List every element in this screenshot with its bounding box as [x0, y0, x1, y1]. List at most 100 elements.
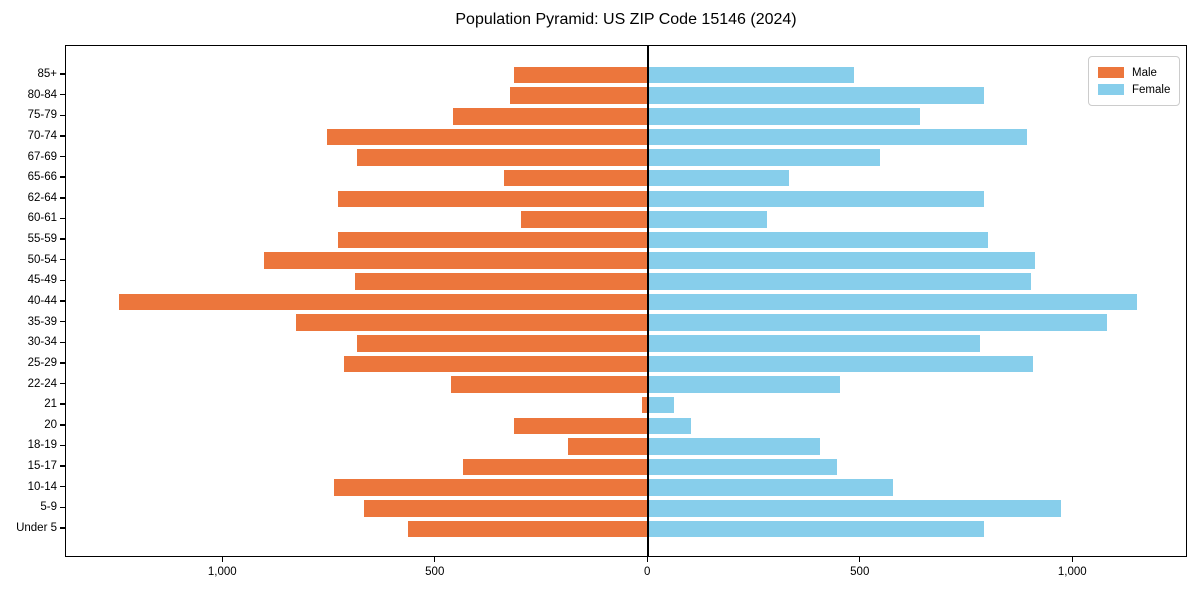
bar-male-45-49: [355, 273, 649, 290]
bar-male-10-14: [333, 479, 649, 496]
bar-male-25-29: [344, 355, 649, 373]
bar-female-under-5: [648, 520, 984, 538]
bar-male-22-24: [450, 376, 649, 393]
y-tick-mark: [60, 424, 65, 426]
y-tick-label: 40-44: [27, 295, 57, 307]
legend-label-male: Male: [1132, 66, 1157, 79]
bar-female-18-19: [648, 438, 821, 455]
y-tick-mark: [60, 217, 65, 220]
bar-female-15-17: [648, 458, 838, 476]
x-tick-mark: [646, 557, 648, 562]
bar-male-40-44: [119, 293, 649, 311]
bar-female-20: [648, 417, 691, 435]
x-tick-label: 0: [644, 566, 651, 578]
bar-male-62-64: [338, 190, 649, 208]
bar-male-20: [514, 417, 649, 435]
y-tick-label: 62-64: [27, 191, 57, 204]
y-tick-mark: [60, 259, 65, 261]
y-tick-mark: [60, 506, 65, 509]
y-tick-label: 85+: [37, 68, 57, 80]
y-tick-label: 60-61: [27, 212, 57, 225]
y-tick-label: 80-84: [27, 88, 57, 101]
female-swatch-icon: [1098, 84, 1124, 95]
y-tick-mark: [60, 93, 65, 96]
y-tick-mark: [60, 176, 65, 178]
bar-male-50-54: [263, 252, 649, 269]
y-tick-mark: [60, 403, 65, 405]
y-tick-label: 45-49: [27, 274, 57, 287]
y-tick-mark: [60, 135, 65, 137]
bar-male-35-39: [295, 314, 649, 331]
bar-female-40-44: [648, 293, 1137, 311]
bar-female-45-49: [648, 273, 1031, 290]
x-tick-mark: [1071, 557, 1073, 562]
bar-male-75-79: [452, 108, 649, 125]
bar-male-80-84: [510, 87, 649, 104]
x-tick-mark: [859, 557, 861, 562]
y-tick-label: 15-17: [27, 460, 57, 473]
zero-axis-line: [647, 46, 650, 556]
bar-female-22-24: [648, 376, 840, 393]
y-tick-label: 30-34: [27, 336, 57, 349]
y-tick-label: 20: [44, 418, 57, 431]
legend-item-male: Male: [1098, 64, 1170, 81]
y-tick-label: 70-74: [27, 129, 57, 142]
bar-male-60-61: [520, 211, 649, 228]
y-tick-mark: [60, 73, 65, 75]
y-tick-label: 75-79: [27, 109, 57, 122]
bar-male-85-: [514, 66, 649, 84]
bar-male-70-74: [327, 128, 649, 146]
x-tick-label: 1,000: [207, 566, 237, 578]
y-tick-mark: [60, 320, 65, 323]
x-tick-label: 500: [425, 566, 445, 578]
bar-male-30-34: [357, 335, 649, 352]
plot-area: [65, 45, 1187, 557]
y-tick-mark: [60, 382, 65, 385]
bar-female-55-59: [648, 231, 989, 249]
y-tick-label: 10-14: [27, 480, 57, 493]
bar-female-62-64: [648, 190, 984, 208]
y-tick-mark: [60, 362, 65, 364]
y-tick-mark: [60, 527, 65, 529]
y-tick-label: 35-39: [27, 315, 57, 328]
legend-label-female: Female: [1132, 83, 1171, 96]
y-tick-mark: [60, 279, 65, 282]
y-tick-label: 65-66: [27, 171, 57, 184]
bar-female-10-14: [648, 479, 893, 496]
bar-male-15-17: [463, 458, 649, 476]
bar-female-21: [648, 396, 674, 414]
bar-female-30-34: [648, 335, 980, 352]
y-tick-mark: [60, 341, 65, 343]
bar-male-18-19: [567, 438, 649, 455]
y-tick-label: 50-54: [27, 253, 57, 266]
bar-female-85-: [648, 66, 855, 84]
bar-male-55-59: [338, 231, 649, 249]
bar-male-5-9: [363, 500, 649, 517]
y-tick-label: Under 5: [16, 522, 57, 534]
y-tick-mark: [60, 465, 65, 467]
bar-female-50-54: [648, 252, 1035, 269]
chart-title: Population Pyramid: US ZIP Code 15146 (2…: [455, 11, 797, 28]
x-tick-label: 1,000: [1057, 566, 1087, 578]
y-tick-label: 25-29: [27, 356, 57, 369]
y-tick-label: 21: [44, 398, 57, 411]
y-tick-label: 67-69: [27, 150, 57, 163]
bar-female-75-79: [648, 108, 921, 125]
y-tick-mark: [60, 300, 65, 302]
legend: Male Female: [1088, 56, 1180, 106]
y-tick-label: 18-19: [27, 439, 57, 452]
bar-female-70-74: [648, 128, 1027, 146]
y-tick-label: 5-9: [40, 501, 57, 514]
male-swatch-icon: [1098, 67, 1124, 78]
bar-female-80-84: [648, 87, 984, 104]
bar-male-67-69: [357, 149, 649, 166]
bar-male-under-5: [408, 520, 649, 538]
bar-female-65-66: [648, 169, 789, 187]
x-tick-mark: [221, 557, 223, 562]
y-tick-label: 22-24: [27, 377, 57, 390]
y-tick-mark: [60, 444, 65, 447]
x-tick-mark: [434, 557, 436, 562]
y-tick-mark: [60, 114, 65, 116]
y-tick-mark: [60, 197, 65, 199]
